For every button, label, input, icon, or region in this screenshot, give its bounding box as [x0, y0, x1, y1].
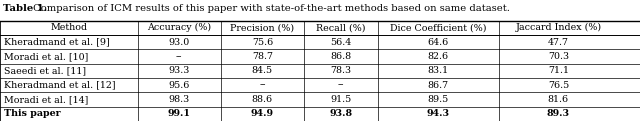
Text: 84.5: 84.5	[252, 66, 273, 75]
Text: --: --	[176, 52, 182, 61]
Text: Kheradmand et al. [9]: Kheradmand et al. [9]	[4, 38, 110, 47]
Text: 93.0: 93.0	[168, 38, 190, 47]
Text: 89.3: 89.3	[547, 109, 570, 118]
Text: --: --	[259, 81, 266, 90]
Text: 98.3: 98.3	[168, 95, 190, 104]
Text: 75.6: 75.6	[252, 38, 273, 47]
Text: 91.5: 91.5	[330, 95, 351, 104]
Text: 88.6: 88.6	[252, 95, 273, 104]
Text: Table 1.: Table 1.	[3, 4, 47, 13]
Text: 93.8: 93.8	[329, 109, 353, 118]
Text: 93.3: 93.3	[168, 66, 190, 75]
Text: Accuracy (%): Accuracy (%)	[147, 23, 211, 32]
Text: 86.7: 86.7	[428, 81, 449, 90]
Text: 78.3: 78.3	[330, 66, 351, 75]
Text: 71.1: 71.1	[548, 66, 569, 75]
Text: Saeedi et al. [11]: Saeedi et al. [11]	[4, 66, 86, 75]
Text: 47.7: 47.7	[548, 38, 569, 47]
Text: 64.6: 64.6	[428, 38, 449, 47]
Text: Method: Method	[50, 23, 88, 32]
Text: 99.1: 99.1	[168, 109, 191, 118]
Text: This paper: This paper	[4, 109, 61, 118]
Text: 70.3: 70.3	[548, 52, 569, 61]
Text: 83.1: 83.1	[428, 66, 449, 75]
Text: Dice Coefficient (%): Dice Coefficient (%)	[390, 23, 486, 32]
Text: Jaccard Index (%): Jaccard Index (%)	[515, 23, 602, 32]
Text: Kheradmand et al. [12]: Kheradmand et al. [12]	[4, 81, 116, 90]
Text: Moradi et al. [10]: Moradi et al. [10]	[4, 52, 89, 61]
Text: Recall (%): Recall (%)	[316, 23, 365, 32]
Text: 56.4: 56.4	[330, 38, 351, 47]
Text: Comparison of ICM results of this paper with state-of-the-art methods based on s: Comparison of ICM results of this paper …	[30, 4, 509, 13]
Text: 82.6: 82.6	[428, 52, 449, 61]
Text: Precision (%): Precision (%)	[230, 23, 294, 32]
Text: 94.9: 94.9	[251, 109, 274, 118]
Text: 89.5: 89.5	[428, 95, 449, 104]
Text: 86.8: 86.8	[330, 52, 351, 61]
Text: --: --	[337, 81, 344, 90]
Text: 95.6: 95.6	[168, 81, 190, 90]
Text: 94.3: 94.3	[427, 109, 450, 118]
Text: 76.5: 76.5	[548, 81, 569, 90]
Text: Moradi et al. [14]: Moradi et al. [14]	[4, 95, 89, 104]
Text: 81.6: 81.6	[548, 95, 569, 104]
Text: 78.7: 78.7	[252, 52, 273, 61]
